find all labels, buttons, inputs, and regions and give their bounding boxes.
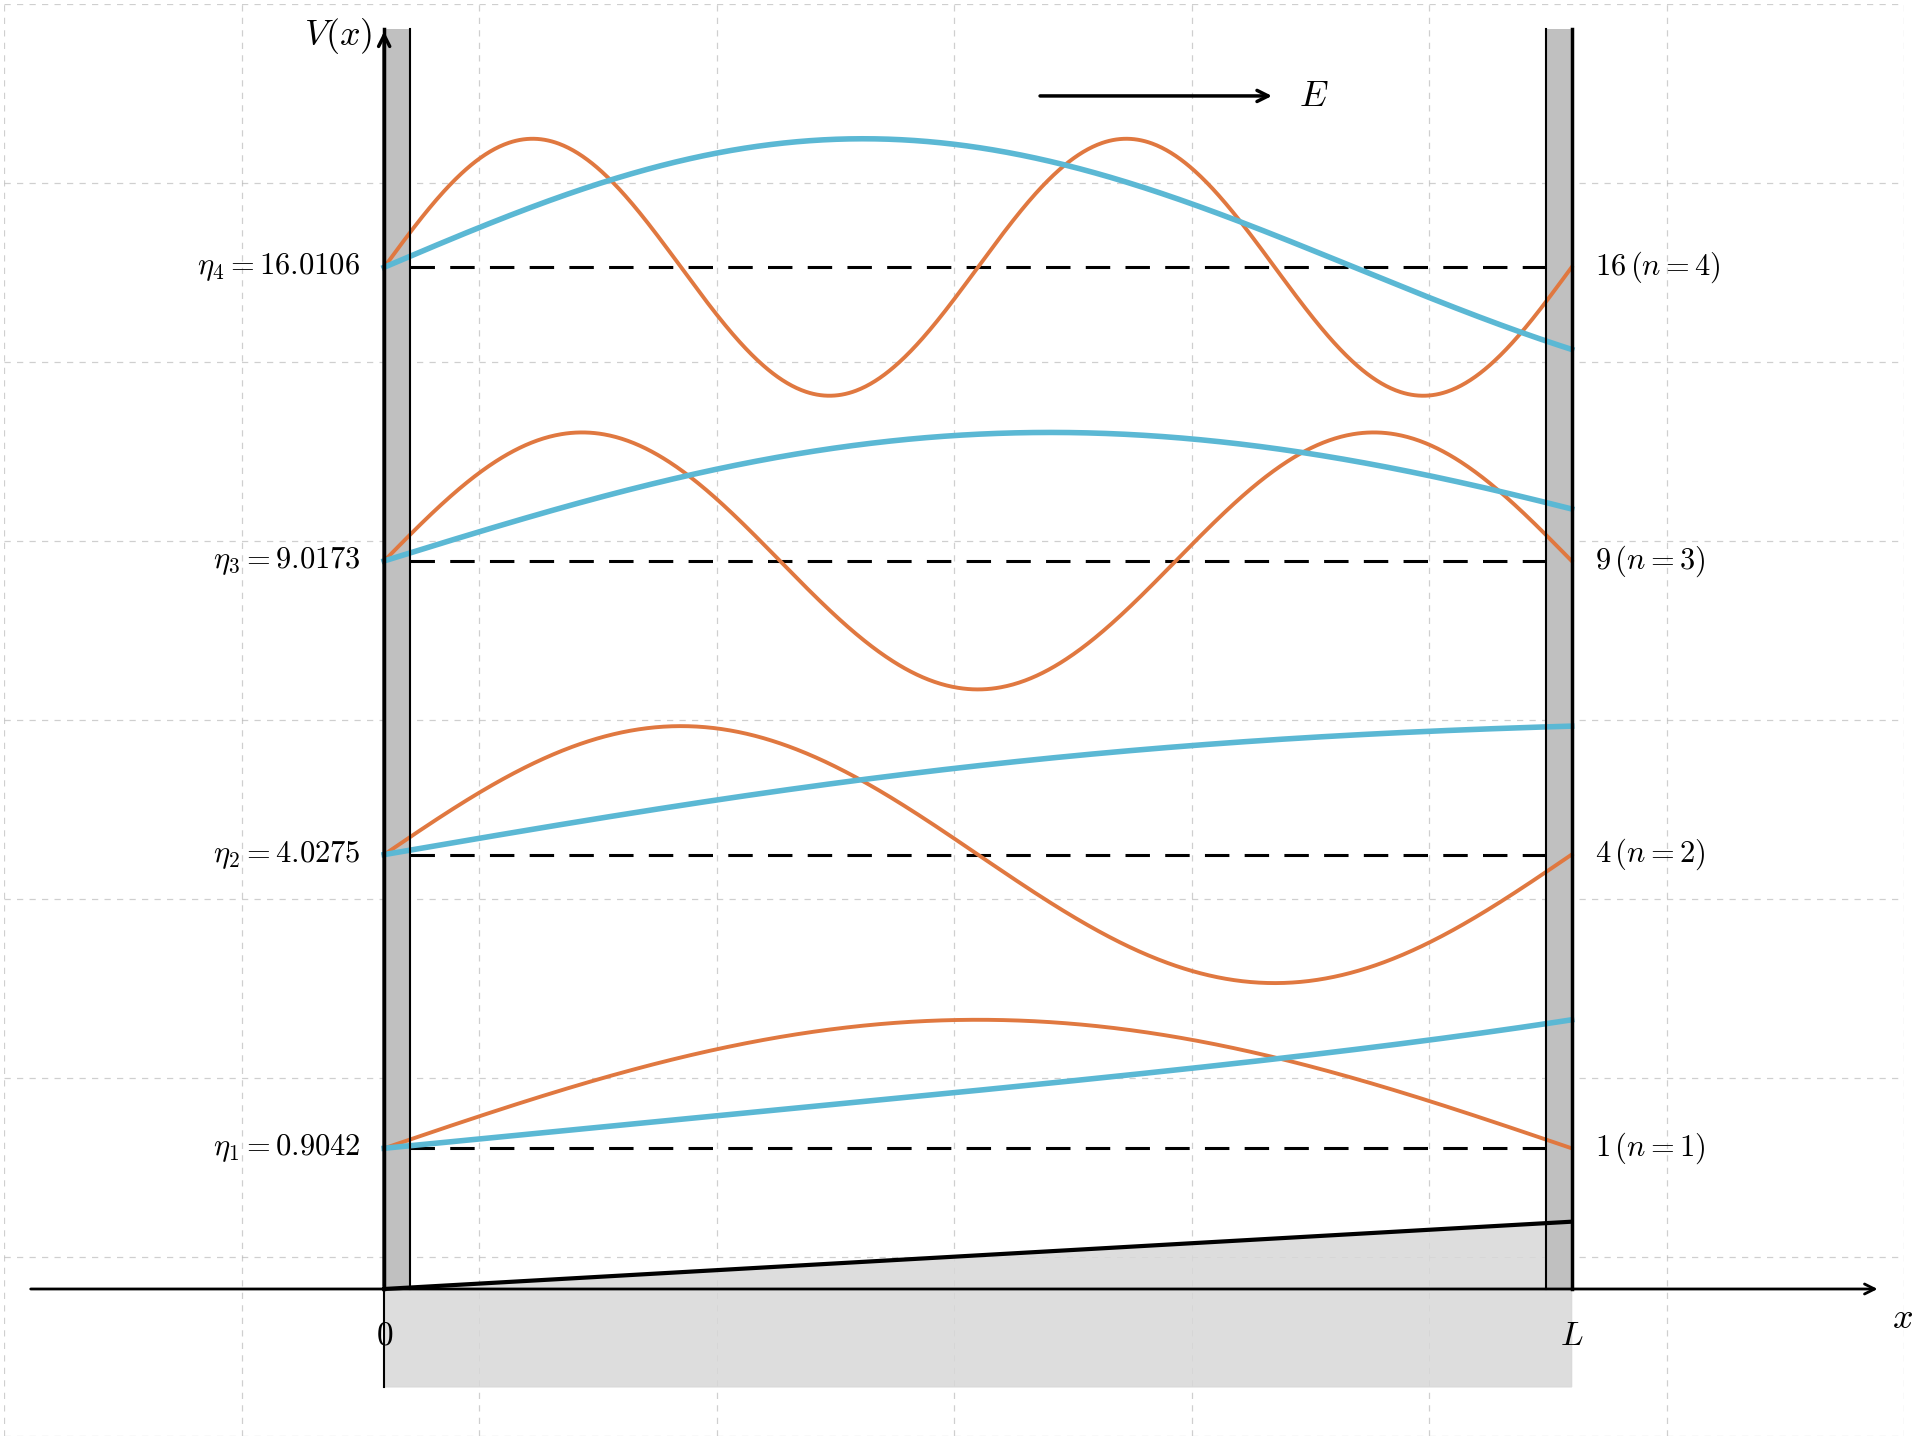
Text: $\eta_3 = 9.0173$: $\eta_3 = 9.0173$ xyxy=(213,544,361,577)
Text: $9\,(n=3)$: $9\,(n=3)$ xyxy=(1596,543,1707,579)
Text: $4\,(n=2)$: $4\,(n=2)$ xyxy=(1596,837,1707,873)
Bar xyxy=(1546,29,1572,1289)
Text: $16\,(n=4)$: $16\,(n=4)$ xyxy=(1596,249,1720,285)
Text: $E$: $E$ xyxy=(1298,79,1329,112)
Text: $\eta_1 = 0.9042$: $\eta_1 = 0.9042$ xyxy=(213,1132,361,1164)
Text: $x$: $x$ xyxy=(1893,1302,1912,1335)
Text: $V(x)$: $V(x)$ xyxy=(303,16,372,56)
Text: $0$: $0$ xyxy=(376,1319,394,1352)
Polygon shape xyxy=(384,1221,1572,1387)
Text: $1\,(n=1)$: $1\,(n=1)$ xyxy=(1596,1130,1707,1166)
Text: $\eta_4 = 16.0106$: $\eta_4 = 16.0106$ xyxy=(198,252,361,284)
Text: $\eta_2 = 4.0275$: $\eta_2 = 4.0275$ xyxy=(213,838,361,871)
Text: $L$: $L$ xyxy=(1559,1319,1584,1352)
Bar xyxy=(384,29,411,1289)
